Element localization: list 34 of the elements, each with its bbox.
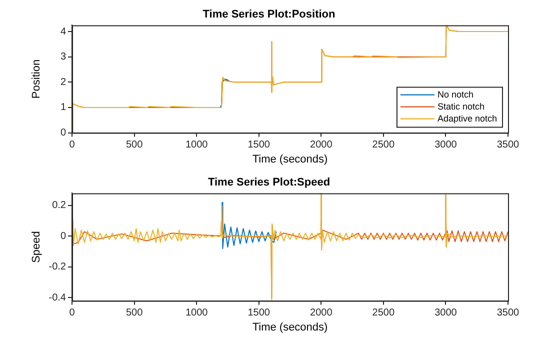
x-tick-label: 2500 (372, 140, 395, 151)
x-axis-title: Time (seconds) (252, 321, 328, 334)
y-tick-label: -0.2 (48, 262, 66, 273)
x-tick-label: 2000 (310, 308, 333, 319)
x-tick-label: 500 (126, 140, 144, 151)
x-tick-label: 0 (69, 140, 76, 151)
y-tick-label: 0 (60, 128, 66, 139)
x-tick-label: 1500 (248, 308, 270, 319)
x-tick-label: 2500 (372, 308, 395, 319)
y-axis-title: Position (30, 59, 43, 99)
y-tick-label: 1 (60, 102, 66, 114)
x-tick-label: 1000 (185, 308, 208, 319)
y-tick-label: -0.4 (48, 292, 66, 304)
legend-label: Adaptive notch (437, 113, 498, 124)
x-tick-label: 1500 (248, 140, 270, 151)
x-tick-label: 3000 (434, 140, 458, 151)
x-tick-label: 2000 (310, 140, 333, 151)
chart-title: Time Series Plot:Speed (208, 176, 330, 189)
y-tick-label: 0.2 (52, 200, 66, 212)
y-tick-label: 3 (60, 52, 66, 63)
x-axis-title: Time (seconds) (252, 153, 328, 166)
x-tick-label: 0 (69, 308, 76, 319)
chart-title: Time Series Plot:Position (202, 8, 336, 21)
y-tick-label: 2 (60, 76, 66, 88)
x-tick-label: 3000 (434, 308, 458, 319)
x-tick-label: 500 (126, 308, 144, 319)
legend-label: Static notch (437, 101, 484, 112)
y-tick-label: 0 (60, 230, 66, 242)
x-tick-label: 3500 (496, 140, 520, 151)
legend-label: No notch (437, 89, 474, 100)
y-axis-title: Speed (30, 231, 43, 263)
y-tick-label: 4 (60, 26, 66, 38)
x-tick-label: 3500 (496, 308, 520, 319)
x-tick-label: 1000 (185, 140, 208, 151)
